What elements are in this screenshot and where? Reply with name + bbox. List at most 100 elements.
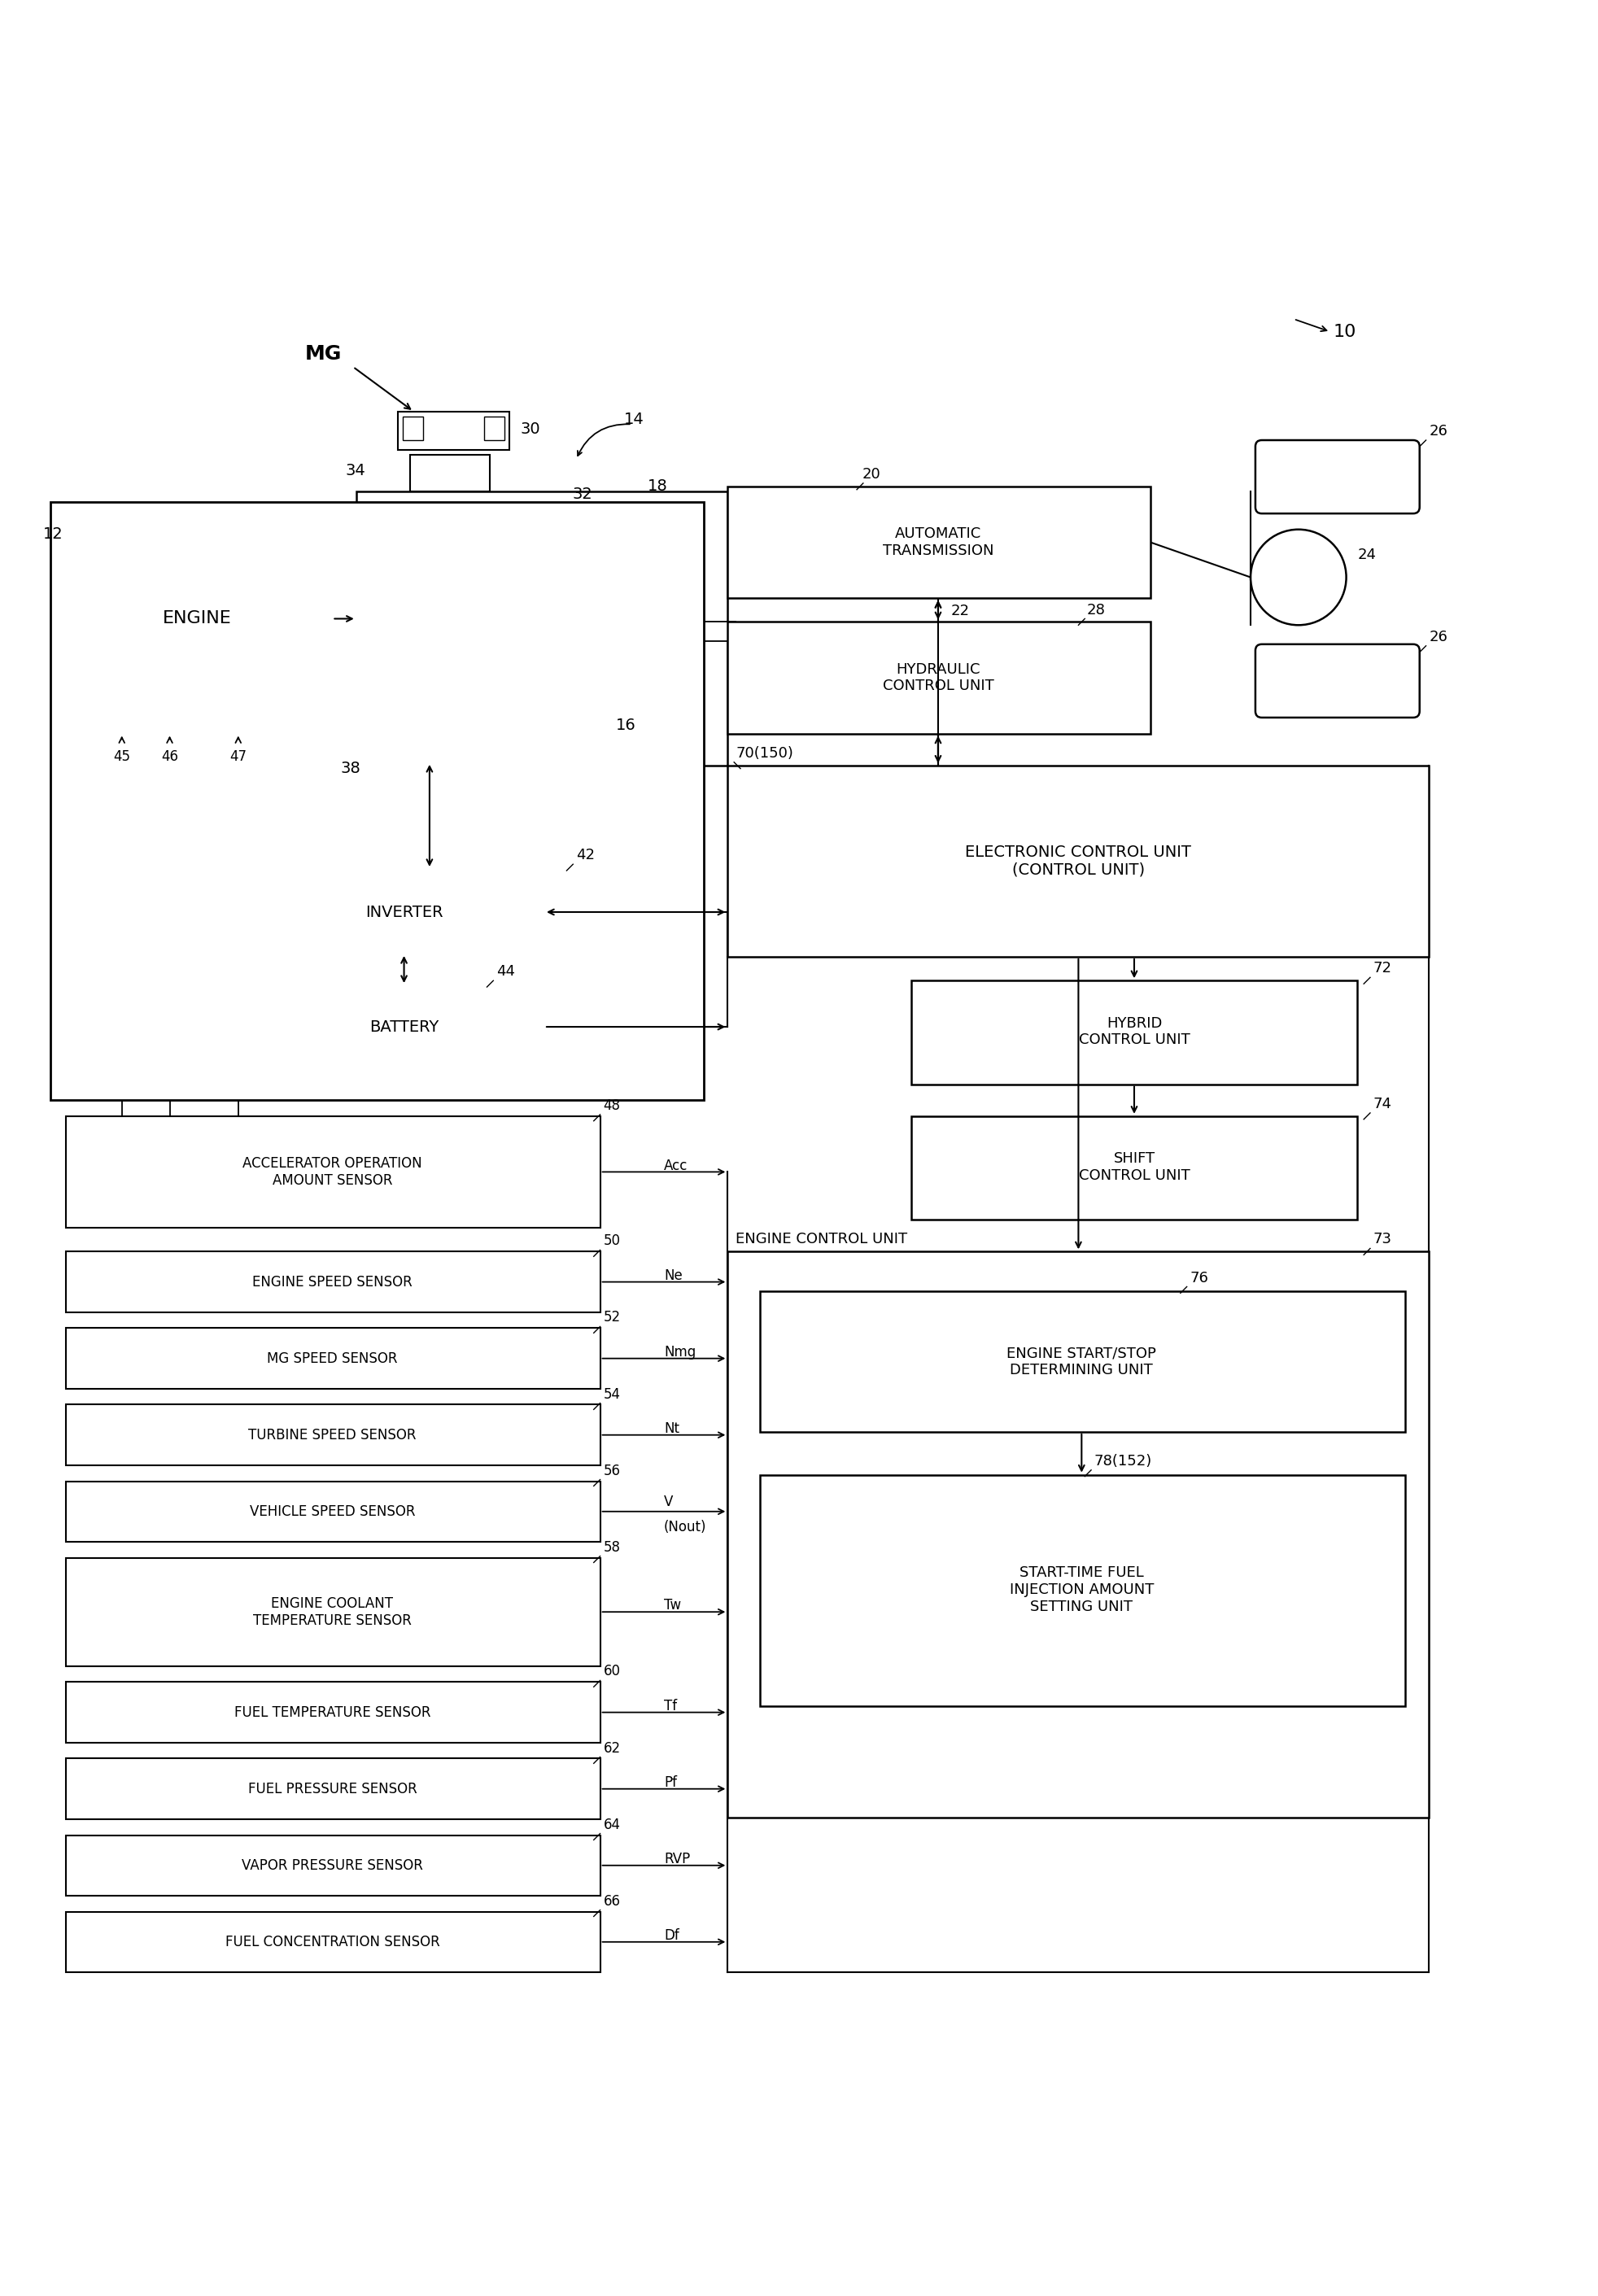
Text: ENGINE: ENGINE xyxy=(163,611,232,627)
Text: Acc: Acc xyxy=(663,1157,687,1173)
Text: V: V xyxy=(663,1495,673,1508)
Text: Df: Df xyxy=(663,1929,679,1942)
Text: 76: 76 xyxy=(1189,1270,1208,1286)
Text: 44: 44 xyxy=(497,964,515,978)
Text: AUTOMATIC
TRANSMISSION: AUTOMATIC TRANSMISSION xyxy=(882,526,992,558)
Text: 32: 32 xyxy=(572,487,591,503)
Text: BATTERY: BATTERY xyxy=(369,1019,438,1035)
Bar xyxy=(66,1557,599,1667)
Circle shape xyxy=(518,590,596,670)
Text: 54: 54 xyxy=(602,1387,620,1401)
Text: HYDRAULIC
CONTROL UNIT: HYDRAULIC CONTROL UNIT xyxy=(882,661,994,693)
Text: MG: MG xyxy=(305,344,342,363)
Bar xyxy=(639,622,735,641)
Bar xyxy=(382,709,478,762)
Text: START-TIME FUEL
INJECTION AMOUNT
SETTING UNIT: START-TIME FUEL INJECTION AMOUNT SETTING… xyxy=(1008,1566,1154,1614)
Text: TURBINE SPEED SENSOR: TURBINE SPEED SENSOR xyxy=(248,1428,415,1442)
Text: 47: 47 xyxy=(230,748,246,765)
Text: 52: 52 xyxy=(602,1311,620,1325)
Text: 16: 16 xyxy=(615,719,636,732)
Bar xyxy=(759,1474,1405,1706)
Bar xyxy=(66,1327,599,1389)
Text: Nmg: Nmg xyxy=(663,1345,695,1359)
Circle shape xyxy=(470,542,644,719)
Text: 72: 72 xyxy=(1373,962,1392,976)
Text: 10: 10 xyxy=(1333,324,1355,340)
Bar xyxy=(66,1251,599,1313)
Bar xyxy=(417,606,473,661)
Text: 14: 14 xyxy=(623,411,644,427)
Text: 62: 62 xyxy=(602,1740,620,1756)
Bar xyxy=(66,1759,599,1818)
Text: FUEL PRESSURE SENSOR: FUEL PRESSURE SENSOR xyxy=(248,1782,417,1795)
Bar xyxy=(403,416,423,441)
Bar xyxy=(385,714,420,758)
Text: Nt: Nt xyxy=(663,1421,679,1435)
Text: 28: 28 xyxy=(1085,602,1104,618)
Text: ENGINE SPEED SENSOR: ENGINE SPEED SENSOR xyxy=(252,1274,412,1290)
Bar xyxy=(411,455,491,491)
Text: 22: 22 xyxy=(951,604,968,618)
Text: 74: 74 xyxy=(1373,1097,1392,1111)
Text: SHIFT
CONTROL UNIT: SHIFT CONTROL UNIT xyxy=(1079,1150,1189,1182)
Text: ELECTRONIC CONTROL UNIT
(CONTROL UNIT): ELECTRONIC CONTROL UNIT (CONTROL UNIT) xyxy=(965,845,1191,877)
Bar xyxy=(50,503,703,1100)
Bar xyxy=(436,714,471,758)
Text: 64: 64 xyxy=(602,1816,620,1832)
Text: 73: 73 xyxy=(1373,1233,1392,1247)
Text: Tw: Tw xyxy=(663,1598,681,1612)
Text: FUEL CONCENTRATION SENSOR: FUEL CONCENTRATION SENSOR xyxy=(225,1936,439,1949)
Bar xyxy=(66,1835,599,1896)
Bar xyxy=(66,1683,599,1743)
Bar xyxy=(356,491,727,765)
Bar xyxy=(66,1116,599,1228)
Bar xyxy=(759,1290,1405,1433)
Text: 26: 26 xyxy=(1429,425,1448,439)
Bar xyxy=(265,868,543,953)
Text: ENGINE CONTROL UNIT: ENGINE CONTROL UNIT xyxy=(735,1233,908,1247)
Text: 30: 30 xyxy=(519,420,540,436)
Text: RVP: RVP xyxy=(663,1851,690,1867)
Text: 45: 45 xyxy=(113,748,131,765)
Bar xyxy=(727,1251,1429,1818)
Bar xyxy=(66,1405,599,1465)
Text: 46: 46 xyxy=(161,748,177,765)
Bar xyxy=(265,985,543,1068)
Bar xyxy=(727,487,1149,597)
Bar xyxy=(105,693,137,732)
Text: 58: 58 xyxy=(602,1541,620,1554)
Circle shape xyxy=(1250,530,1346,625)
Text: 56: 56 xyxy=(602,1463,620,1479)
Bar xyxy=(727,765,1429,957)
Text: 24: 24 xyxy=(1357,549,1376,563)
FancyBboxPatch shape xyxy=(1254,645,1419,719)
Text: 18: 18 xyxy=(647,478,668,494)
Text: 50: 50 xyxy=(602,1233,620,1249)
Text: Tf: Tf xyxy=(663,1699,676,1713)
Text: VAPOR PRESSURE SENSOR: VAPOR PRESSURE SENSOR xyxy=(241,1857,423,1874)
FancyBboxPatch shape xyxy=(1254,441,1419,514)
Text: ACCELERATOR OPERATION
AMOUNT SENSOR: ACCELERATOR OPERATION AMOUNT SENSOR xyxy=(243,1157,422,1187)
Bar xyxy=(153,693,185,732)
Bar xyxy=(398,411,510,450)
Text: 48: 48 xyxy=(602,1097,620,1114)
Bar xyxy=(66,1913,599,1972)
Text: FUEL TEMPERATURE SENSOR: FUEL TEMPERATURE SENSOR xyxy=(233,1706,430,1720)
Bar xyxy=(911,980,1357,1084)
Bar xyxy=(222,693,254,732)
Bar xyxy=(484,416,505,441)
Text: ENGINE COOLANT
TEMPERATURE SENSOR: ENGINE COOLANT TEMPERATURE SENSOR xyxy=(252,1596,411,1628)
Bar xyxy=(66,1481,599,1543)
Bar xyxy=(372,583,417,682)
Bar xyxy=(911,1116,1357,1219)
Text: HYBRID
CONTROL UNIT: HYBRID CONTROL UNIT xyxy=(1079,1015,1189,1047)
Text: 60: 60 xyxy=(602,1665,620,1678)
Text: 20: 20 xyxy=(861,466,880,482)
Bar xyxy=(727,622,1149,732)
Text: MG SPEED SENSOR: MG SPEED SENSOR xyxy=(267,1350,398,1366)
Text: 66: 66 xyxy=(602,1894,620,1908)
Text: Ne: Ne xyxy=(663,1267,682,1283)
Text: INVERTER: INVERTER xyxy=(364,905,443,921)
Text: 12: 12 xyxy=(43,526,62,542)
Text: 78(152): 78(152) xyxy=(1093,1453,1152,1469)
